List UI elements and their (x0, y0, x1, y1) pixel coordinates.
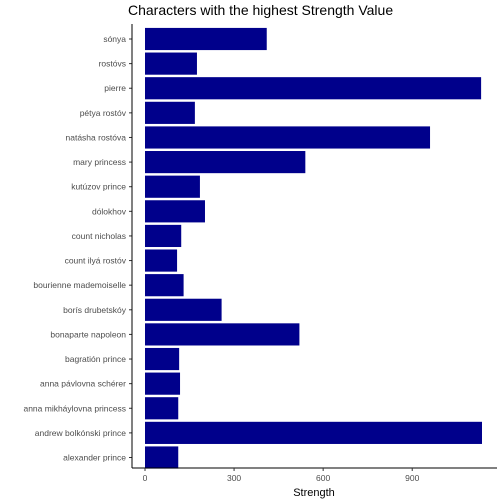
bar-5 (145, 151, 306, 174)
bar-14 (145, 372, 181, 395)
bar-6 (145, 175, 200, 198)
bar-7 (145, 200, 205, 223)
bar-10 (145, 274, 184, 297)
bar-3 (145, 101, 195, 124)
category-label-0: sónya (103, 34, 126, 44)
bar-1 (145, 52, 197, 75)
category-label-17: alexander prince (63, 453, 126, 463)
bar-13 (145, 347, 180, 371)
chart-title: Characters with the highest Strength Val… (128, 2, 393, 18)
category-label-1: rostóvs (99, 59, 126, 69)
bar-4 (145, 126, 431, 149)
category-label-14: anna pávlovna schérer (40, 379, 126, 389)
bar-2 (145, 77, 482, 100)
bar-8 (145, 224, 182, 248)
category-labels-group: sónya rostóvs pierre pétya rostóv natásha ro… (23, 34, 132, 463)
bar-9 (145, 249, 178, 272)
bar-15 (145, 397, 179, 420)
category-label-15: anna mikháylovna princess (23, 403, 126, 413)
category-label-6: kutúzov prince (71, 182, 126, 192)
category-label-5: mary princess (73, 157, 126, 167)
x-ticks-group: 0 300 600 900 (143, 468, 420, 483)
category-label-13: bagratión prince (65, 354, 126, 364)
category-label-4: natásha rostóva (66, 132, 127, 142)
bar-0 (145, 27, 267, 51)
x-tick-label-2: 600 (316, 473, 330, 483)
x-axis-title: Strength (293, 487, 335, 499)
x-tick-label-1: 300 (227, 473, 241, 483)
category-label-16: andrew bolkónski prince (35, 428, 126, 438)
category-label-7: dólokhov (92, 206, 127, 216)
category-label-12: bonaparte napoleon (50, 329, 126, 339)
category-label-10: bourienne mademoiselle (33, 280, 126, 290)
bar-17 (145, 446, 179, 469)
x-tick-label-0: 0 (143, 473, 148, 483)
category-label-11: borís drubetskóy (63, 305, 127, 315)
category-label-9: count ilyá rostóv (65, 256, 127, 266)
x-tick-label-3: 900 (405, 473, 419, 483)
category-label-3: pétya rostóv (80, 108, 127, 118)
bar-11 (145, 298, 222, 321)
category-label-2: pierre (104, 83, 126, 93)
bars-group (145, 27, 482, 469)
category-label-8: count nicholas (72, 231, 126, 241)
bar-16 (145, 421, 482, 444)
bar-12 (145, 323, 300, 346)
